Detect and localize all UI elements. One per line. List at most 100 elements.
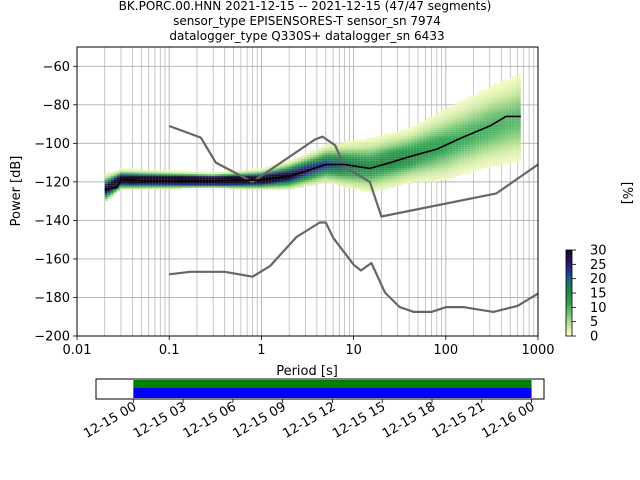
density-cell — [485, 108, 489, 111]
density-cell — [458, 116, 462, 119]
density-cell — [226, 170, 230, 173]
density-cell — [363, 185, 367, 188]
density-cell — [494, 93, 497, 96]
density-cell — [416, 151, 420, 153]
density-cell — [336, 181, 340, 184]
density-cell — [137, 174, 141, 177]
density-cell — [220, 174, 224, 177]
density-cell — [395, 139, 399, 142]
density-cell — [309, 181, 313, 184]
density-cell — [360, 147, 364, 150]
density-cell — [122, 168, 126, 171]
density-cell — [392, 185, 396, 188]
density-cell — [458, 104, 462, 107]
density-cell — [446, 164, 450, 167]
density-cell — [170, 181, 174, 184]
density-cell — [467, 147, 471, 150]
density-cell — [351, 179, 355, 182]
density-cell — [271, 185, 275, 188]
density-cell — [508, 99, 512, 101]
density-cell — [357, 168, 361, 171]
density-cell — [312, 152, 316, 155]
density-cell — [425, 145, 429, 148]
density-cell — [494, 120, 497, 123]
density-cell — [505, 99, 509, 101]
density-cell — [187, 181, 191, 184]
density-cell — [193, 185, 197, 188]
density-cell — [253, 187, 257, 190]
density-cell — [437, 116, 441, 119]
density-cell — [173, 178, 177, 180]
density-cell — [342, 176, 346, 179]
density-cell — [401, 133, 405, 136]
density-cell — [508, 100, 512, 103]
density-cell — [517, 79, 521, 82]
density-cell — [496, 124, 500, 126]
density-cell — [164, 187, 168, 190]
density-cell — [491, 102, 495, 105]
density-cell — [366, 139, 370, 142]
density-cell — [342, 141, 346, 144]
density-cell — [401, 166, 405, 169]
density-cell — [437, 122, 441, 125]
probability-density-band — [104, 73, 521, 202]
density-cell — [283, 178, 287, 180]
density-cell — [416, 147, 420, 150]
density-cell — [378, 181, 382, 184]
density-cell — [505, 135, 509, 138]
density-cell — [119, 187, 123, 190]
density-cell — [473, 118, 477, 121]
density-cell — [131, 187, 135, 190]
colorbar-tick-label: 10 — [590, 301, 607, 316]
density-cell — [446, 141, 450, 144]
density-cell — [508, 93, 512, 96]
density-cell — [479, 93, 483, 96]
density-cell — [149, 183, 153, 186]
density-cell — [511, 127, 515, 130]
density-cell — [291, 185, 295, 188]
density-cell — [318, 181, 322, 184]
density-cell — [348, 149, 352, 152]
density-cell — [294, 170, 298, 173]
density-cell — [116, 187, 120, 190]
median-psd-line — [104, 115, 521, 191]
density-cell — [410, 176, 414, 179]
density-cell — [318, 156, 322, 159]
density-cell — [514, 93, 518, 96]
density-cell — [440, 133, 444, 136]
density-cell — [511, 97, 515, 100]
density-cell — [309, 158, 313, 161]
density-cell — [458, 106, 462, 109]
density-cell — [345, 145, 349, 148]
density-cell — [170, 178, 174, 180]
density-cell — [348, 185, 352, 188]
density-cell — [277, 168, 281, 171]
density-cell — [446, 154, 450, 157]
density-cell — [259, 183, 263, 186]
density-cell — [491, 158, 495, 161]
density-cell — [449, 176, 453, 179]
density-cell — [259, 168, 263, 171]
density-cell — [146, 181, 150, 184]
density-cell — [461, 151, 465, 153]
density-cell — [446, 129, 450, 132]
density-cell — [342, 172, 346, 175]
density-cell — [392, 135, 396, 138]
density-cell — [182, 170, 185, 173]
density-cell — [410, 137, 414, 140]
density-cell — [158, 178, 162, 180]
density-cell — [410, 141, 414, 144]
density-cell — [508, 91, 512, 94]
density-cell — [309, 166, 313, 169]
density-cell — [140, 176, 144, 179]
density-cell — [517, 104, 521, 107]
density-cell — [348, 152, 352, 155]
density-cell — [419, 176, 423, 179]
density-cell — [360, 143, 364, 146]
density-cell — [443, 152, 447, 155]
density-cell — [511, 81, 515, 84]
density-cell — [315, 181, 319, 184]
density-cell — [354, 170, 358, 173]
density-cell — [149, 178, 153, 180]
density-cell — [369, 168, 373, 171]
